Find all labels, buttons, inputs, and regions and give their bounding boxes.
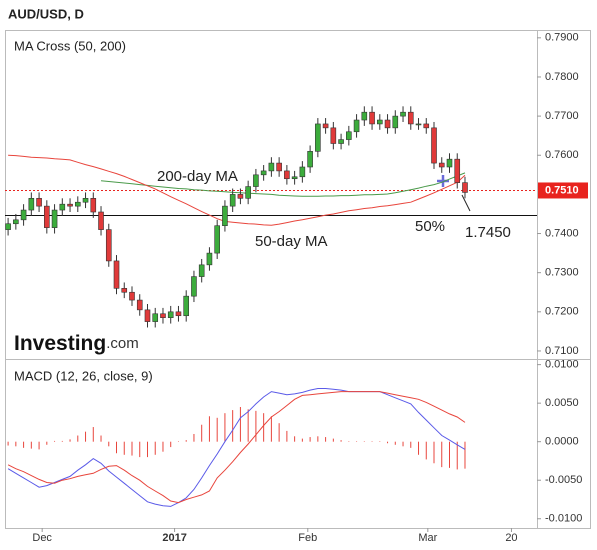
candle-body <box>175 311 182 317</box>
y-tick-label: -0.0050 <box>545 474 582 486</box>
y-tick-label: 0.0000 <box>545 436 579 448</box>
candle-body <box>105 229 112 262</box>
candle-body <box>284 170 290 180</box>
candle-body <box>136 299 143 311</box>
candle-body <box>152 313 159 322</box>
y-tick-label: 0.7100 <box>545 345 579 357</box>
candle-body <box>90 198 97 213</box>
candle-body <box>454 158 461 183</box>
y-tick-label: 0.7300 <box>545 267 579 279</box>
candle-body <box>59 203 66 211</box>
candle-body <box>276 162 282 172</box>
candle-body <box>415 123 422 126</box>
candle-body <box>268 162 275 172</box>
candle-body <box>438 162 445 168</box>
chart-title: AUD/USD, D <box>8 6 84 21</box>
y-tick-label: 0.7600 <box>545 149 579 161</box>
candle-body <box>237 194 244 199</box>
candle-body <box>144 309 151 322</box>
candle-body <box>183 295 190 317</box>
candle-body <box>5 223 11 230</box>
candle-body <box>214 225 220 254</box>
candle-body <box>67 203 73 207</box>
candle-body <box>113 260 120 289</box>
candle-body <box>330 127 337 144</box>
candle-body <box>121 288 128 293</box>
candle-body <box>245 186 251 199</box>
candle-body <box>431 127 437 164</box>
frame <box>5 30 591 529</box>
y-tick-label: 0.0050 <box>545 397 579 409</box>
candle-body <box>160 313 166 318</box>
x-tick-label: Mar <box>418 532 437 544</box>
candle-body <box>446 158 453 168</box>
candle-body <box>392 115 399 129</box>
y-tick-label: 0.7200 <box>545 306 579 318</box>
annotation-pointer <box>461 194 471 212</box>
panel-title: MA Cross (50, 200) <box>14 38 126 53</box>
x-tick-label: 2017 <box>162 532 186 544</box>
x-tick-label: Feb <box>298 532 317 544</box>
candle-body <box>315 123 321 152</box>
candle-body <box>346 131 352 140</box>
candle-body <box>407 111 414 125</box>
candle-body <box>253 174 259 187</box>
macd-line <box>7 388 466 507</box>
candle-body <box>377 119 383 125</box>
y-tick-label: 0.7400 <box>545 227 579 239</box>
annotation: 200-day MA <box>157 168 238 185</box>
annotation: 50-day MA <box>255 233 328 250</box>
price-label: 0.7510 <box>545 184 579 196</box>
candle-body <box>222 205 228 227</box>
candle-body <box>74 201 81 207</box>
candle-body <box>51 209 58 228</box>
candle-body <box>291 176 298 180</box>
panel-title: MACD (12, 26, close, 9) <box>14 368 153 383</box>
candle-body <box>322 123 329 129</box>
candle-body <box>369 111 375 125</box>
y-tick-label: 0.0100 <box>545 359 579 371</box>
annotation: 1.7450 <box>465 224 511 241</box>
candle-body <box>307 151 313 168</box>
candle-body <box>13 219 19 225</box>
candle-body <box>338 139 344 144</box>
candle-body <box>129 291 135 301</box>
candle-body <box>167 311 174 318</box>
candle-body <box>44 205 50 228</box>
candle-body <box>462 182 468 193</box>
moving-average <box>8 154 466 226</box>
price-badge <box>538 182 588 199</box>
candle-body <box>36 198 42 207</box>
candle-body <box>353 119 360 133</box>
candle-body <box>299 166 306 178</box>
macd-line <box>7 391 466 504</box>
annotation: 50% <box>415 218 445 235</box>
y-tick-label: 0.7900 <box>545 32 579 44</box>
candle-body <box>400 111 406 117</box>
x-tick-label: Dec <box>32 532 52 544</box>
candle-body <box>20 209 27 221</box>
moving-average <box>100 172 466 197</box>
candle-body <box>98 211 104 230</box>
candle-body <box>28 198 35 211</box>
y-tick-label: -0.0100 <box>545 513 582 525</box>
logo: Investing.com <box>14 332 139 355</box>
candle-body <box>82 198 89 203</box>
candle-body <box>423 123 430 129</box>
candle-body <box>260 170 267 176</box>
candle-body <box>198 264 205 277</box>
y-tick-label: 0.7800 <box>545 71 579 83</box>
candle-body <box>191 276 197 297</box>
fib-marker <box>437 175 449 187</box>
x-tick-label: 20 <box>505 532 517 544</box>
candle-body <box>206 252 213 266</box>
candle-body <box>361 111 368 121</box>
candle-body <box>384 119 391 129</box>
y-tick-label: 0.7700 <box>545 110 579 122</box>
candle-body <box>229 194 236 207</box>
